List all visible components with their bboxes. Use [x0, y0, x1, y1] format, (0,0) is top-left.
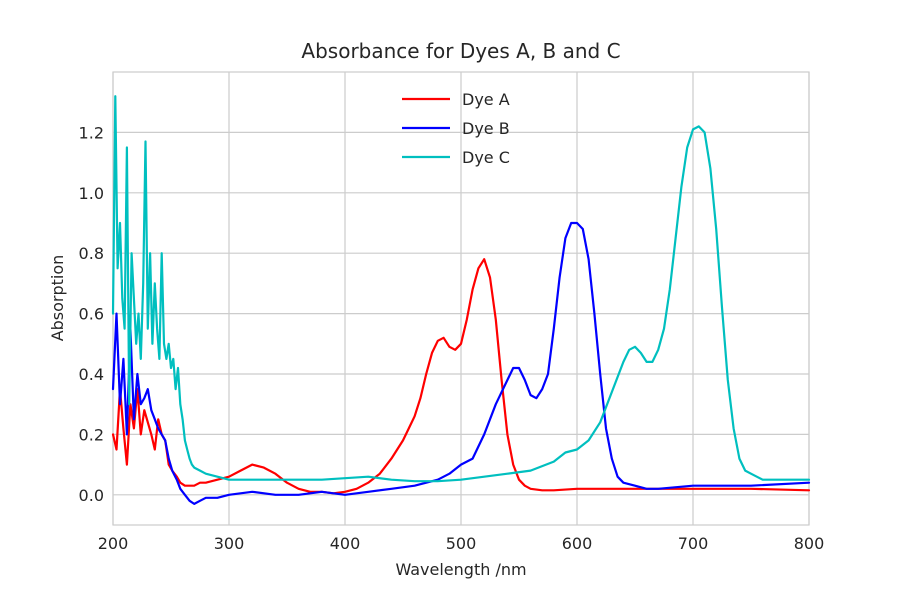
- legend-label-dye-a: Dye A: [462, 90, 510, 109]
- x-tick-label: 400: [330, 534, 361, 553]
- y-tick-label: 0.6: [79, 305, 104, 324]
- dye-c-line: [111, 95, 811, 483]
- x-tick-label: 300: [214, 534, 245, 553]
- y-tick-label: 1.0: [79, 184, 104, 203]
- legend: Dye A Dye B Dye C: [402, 90, 510, 167]
- y-tick-label: 0.4: [79, 365, 104, 384]
- x-tick-label: 700: [678, 534, 709, 553]
- x-axis-label: Wavelength /nm: [395, 560, 526, 579]
- x-tick-label: 800: [794, 534, 825, 553]
- y-tick-label: 1.2: [79, 123, 104, 142]
- legend-label-dye-c: Dye C: [462, 148, 510, 167]
- x-tick-labels: 200 300 400 500 600 700 800: [98, 534, 825, 553]
- y-tick-label: 0.0: [79, 486, 104, 505]
- x-tick-label: 600: [562, 534, 593, 553]
- y-tick-labels: 0.0 0.2 0.4 0.6 0.8 1.0 1.2: [79, 123, 104, 504]
- y-tick-label: 0.8: [79, 244, 104, 263]
- legend-label-dye-b: Dye B: [462, 119, 510, 138]
- chart-title: Absorbance for Dyes A, B and C: [301, 39, 620, 63]
- dye-b-line: [111, 221, 811, 505]
- y-axis-label: Absorption: [48, 255, 67, 342]
- series-layer: [111, 95, 811, 505]
- x-tick-label: 200: [98, 534, 129, 553]
- x-tick-label: 500: [446, 534, 477, 553]
- y-tick-label: 0.2: [79, 425, 104, 444]
